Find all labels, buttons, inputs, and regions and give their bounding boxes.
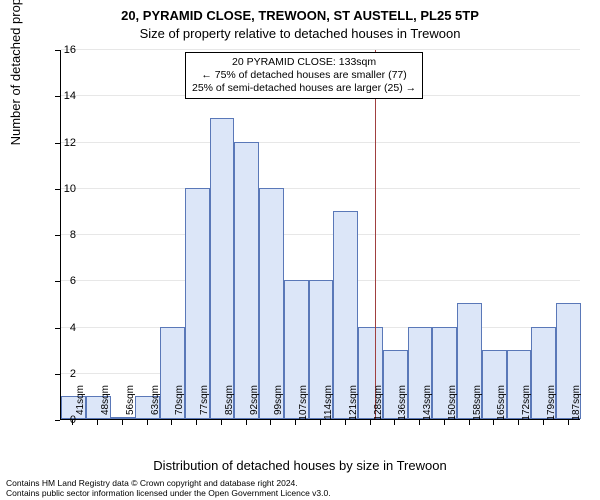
x-tick-mark — [543, 420, 544, 425]
gridline — [61, 142, 580, 143]
footer-text: Contains HM Land Registry data © Crown c… — [6, 478, 331, 498]
y-tick-label: 10 — [46, 183, 76, 195]
y-tick-mark — [55, 96, 60, 97]
plot-area — [60, 50, 580, 420]
x-tick-label: 114sqm — [323, 385, 334, 425]
y-tick-label: 12 — [46, 137, 76, 149]
chart-container: 20, PYRAMID CLOSE, TREWOON, ST AUSTELL, … — [0, 0, 600, 500]
x-tick-mark — [518, 420, 519, 425]
y-tick-mark — [55, 281, 60, 282]
annotation-line3: 25% of semi-detached houses are larger (… — [192, 82, 416, 95]
annotation-box: 20 PYRAMID CLOSE: 133sqm ← 75% of detach… — [185, 52, 423, 99]
x-tick-label: 121sqm — [348, 385, 359, 425]
reference-line — [375, 50, 376, 419]
x-tick-mark — [147, 420, 148, 425]
x-tick-label: 179sqm — [546, 385, 557, 425]
x-tick-mark — [370, 420, 371, 425]
annotation-line1: 20 PYRAMID CLOSE: 133sqm — [192, 56, 416, 69]
x-tick-mark — [493, 420, 494, 425]
y-tick-mark — [55, 235, 60, 236]
x-tick-mark — [345, 420, 346, 425]
x-tick-label: 77sqm — [199, 385, 210, 425]
y-tick-mark — [55, 328, 60, 329]
x-tick-label: 158sqm — [472, 385, 483, 425]
x-tick-mark — [196, 420, 197, 425]
x-tick-mark — [97, 420, 98, 425]
bar — [210, 118, 235, 419]
x-tick-label: 41sqm — [75, 385, 86, 425]
y-tick-mark — [55, 143, 60, 144]
x-tick-mark — [246, 420, 247, 425]
chart-title-sub: Size of property relative to detached ho… — [0, 26, 600, 41]
footer-line2: Contains public sector information licen… — [6, 488, 331, 498]
x-tick-mark — [221, 420, 222, 425]
gridline — [61, 234, 580, 235]
footer-line1: Contains HM Land Registry data © Crown c… — [6, 478, 331, 488]
x-tick-label: 92sqm — [249, 385, 260, 425]
y-tick-label: 16 — [46, 44, 76, 56]
x-tick-label: 136sqm — [397, 385, 408, 425]
x-tick-label: 150sqm — [447, 385, 458, 425]
x-tick-label: 56sqm — [125, 385, 136, 425]
x-tick-label: 48sqm — [100, 385, 111, 425]
x-tick-mark — [72, 420, 73, 425]
x-tick-label: 187sqm — [571, 385, 582, 425]
y-tick-label: 4 — [46, 322, 76, 334]
gridline — [61, 188, 580, 189]
x-tick-label: 85sqm — [224, 385, 235, 425]
x-tick-mark — [270, 420, 271, 425]
y-tick-label: 8 — [46, 229, 76, 241]
chart-title-main: 20, PYRAMID CLOSE, TREWOON, ST AUSTELL, … — [0, 8, 600, 23]
x-tick-label: 143sqm — [422, 385, 433, 425]
x-tick-mark — [295, 420, 296, 425]
x-tick-label: 99sqm — [273, 385, 284, 425]
y-axis-label: Number of detached properties — [8, 0, 23, 145]
x-tick-label: 70sqm — [174, 385, 185, 425]
y-tick-label: 6 — [46, 275, 76, 287]
x-tick-label: 63sqm — [150, 385, 161, 425]
y-tick-label: 2 — [46, 368, 76, 380]
annotation-line2: ← 75% of detached houses are smaller (77… — [192, 69, 416, 82]
y-tick-mark — [55, 50, 60, 51]
x-tick-label: 107sqm — [298, 385, 309, 425]
bar — [234, 142, 259, 420]
x-tick-label: 128sqm — [373, 385, 384, 425]
y-tick-mark — [55, 189, 60, 190]
x-tick-mark — [419, 420, 420, 425]
x-tick-mark — [444, 420, 445, 425]
x-tick-label: 165sqm — [496, 385, 507, 425]
x-tick-mark — [171, 420, 172, 425]
x-tick-label: 172sqm — [521, 385, 532, 425]
y-tick-label: 14 — [46, 90, 76, 102]
x-tick-mark — [122, 420, 123, 425]
gridline — [61, 49, 580, 50]
x-tick-mark — [320, 420, 321, 425]
y-tick-mark — [55, 374, 60, 375]
y-tick-mark — [55, 420, 60, 421]
x-tick-mark — [394, 420, 395, 425]
x-axis-label: Distribution of detached houses by size … — [0, 458, 600, 473]
x-tick-mark — [469, 420, 470, 425]
x-tick-mark — [568, 420, 569, 425]
